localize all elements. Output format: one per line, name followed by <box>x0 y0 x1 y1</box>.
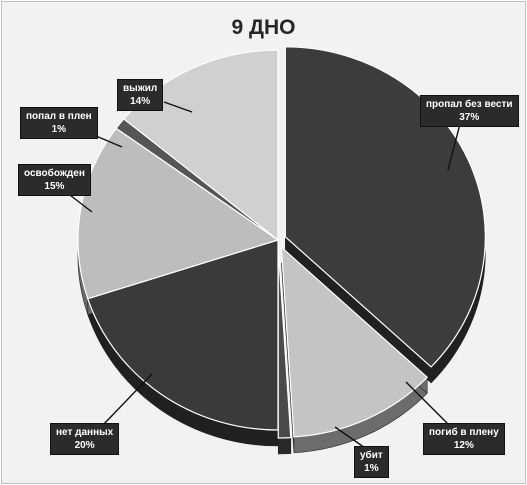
slice-label-liberated: освобожден 15% <box>18 164 91 196</box>
chart-title: 9 ДНО <box>231 16 296 39</box>
slice-label-captured: попал в плен 1% <box>20 107 98 139</box>
pie-slice-погиб-в-плену <box>280 245 429 438</box>
pie-slice-нет-данных <box>87 239 279 431</box>
slice-label-killed: убит 1% <box>354 446 389 478</box>
leader-line-no-data <box>101 373 153 427</box>
slice-label-no-data: нет данных 20% <box>50 423 120 455</box>
slice-label-survived: выжил 14% <box>117 79 164 111</box>
slice-label-died-in-captivity: погиб в плену 12% <box>423 423 505 455</box>
leader-line-missing <box>447 123 461 171</box>
pie-slice-убит <box>277 247 292 439</box>
slice-label-missing: пропал без вести 37% <box>420 95 519 127</box>
leader-line-died-in-captivity <box>405 381 450 426</box>
leader-line-survived <box>163 101 193 113</box>
